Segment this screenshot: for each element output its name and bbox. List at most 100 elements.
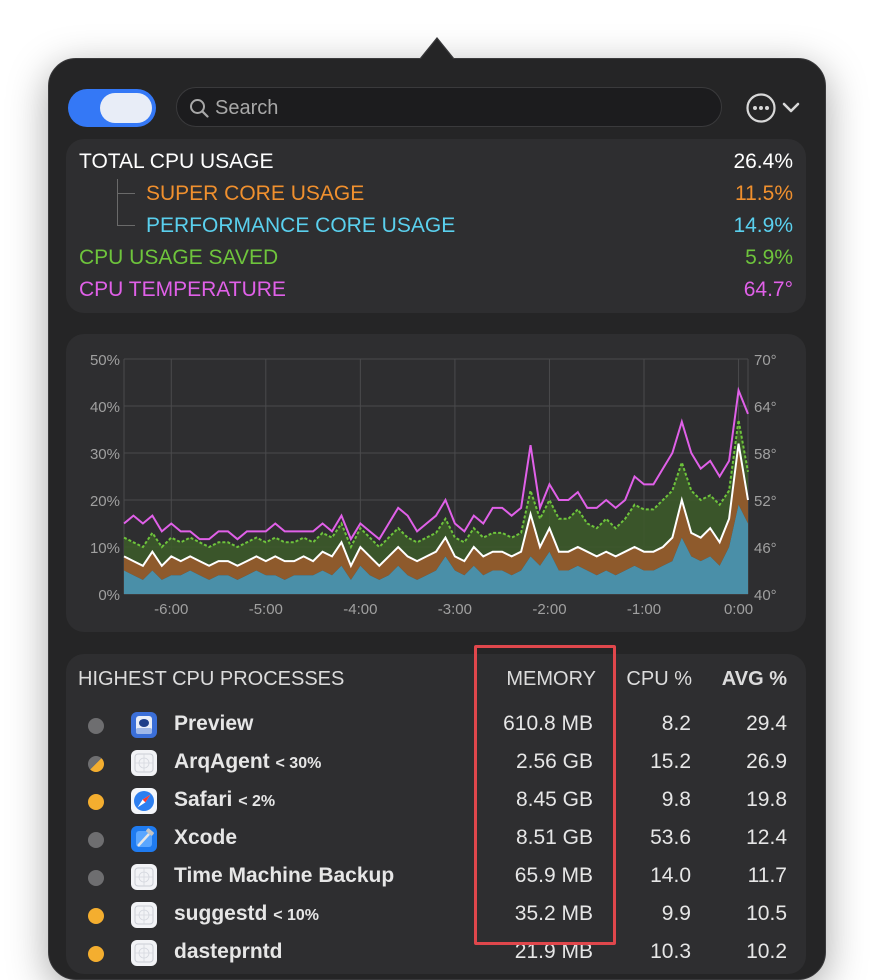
process-limit: < 2% bbox=[238, 793, 276, 810]
y-left-tick-label: 30% bbox=[90, 446, 120, 463]
process-memory: 35.2 MB bbox=[514, 902, 593, 925]
xcode-icon bbox=[130, 825, 158, 853]
generic-app-icon bbox=[130, 863, 158, 891]
process-row[interactable]: dasteprntd 21.9 MB 10.3 10.2 bbox=[66, 935, 806, 973]
status-dot bbox=[88, 756, 104, 772]
stat-cpu-temperature: CPU TEMPERATURE 64.7° bbox=[79, 275, 793, 305]
search-field[interactable] bbox=[176, 87, 722, 127]
stat-label: PERFORMANCE CORE USAGE bbox=[146, 214, 456, 237]
process-cpu: 14.0 bbox=[650, 864, 691, 887]
process-name-text: Xcode bbox=[174, 826, 238, 849]
stat-label: CPU USAGE SAVED bbox=[79, 246, 279, 269]
x-tick-label: -4:00 bbox=[343, 601, 377, 618]
process-name: dasteprntd bbox=[174, 940, 283, 964]
y-right-tick-label: 46° bbox=[754, 540, 777, 557]
x-tick-label: -2:00 bbox=[532, 601, 566, 618]
process-row[interactable]: Xcode 8.51 GB 53.6 12.4 bbox=[66, 821, 806, 859]
process-limit: < 30% bbox=[275, 755, 322, 772]
x-tick-label: -5:00 bbox=[249, 601, 283, 618]
process-name-text: Time Machine Backup bbox=[174, 864, 395, 887]
temperature-line bbox=[123, 386, 749, 542]
y-left-tick-label: 20% bbox=[90, 493, 120, 510]
y-right-tick-label: 52° bbox=[754, 493, 777, 510]
process-name: Xcode bbox=[174, 826, 237, 850]
stat-value: 11.5% bbox=[735, 182, 793, 205]
stat-value: 5.9% bbox=[745, 246, 793, 269]
generic-app-icon bbox=[130, 901, 158, 929]
total-cpu-line bbox=[123, 443, 749, 569]
process-row[interactable]: Preview 610.8 MB 8.2 29.4 bbox=[66, 707, 806, 745]
process-cpu: 8.2 bbox=[661, 712, 691, 735]
processes-header: HIGHEST CPU PROCESSES bbox=[78, 668, 345, 690]
process-row[interactable]: Time Machine Backup 65.9 MB 14.0 11.7 bbox=[66, 859, 806, 897]
stat-value: 64.7° bbox=[743, 278, 793, 301]
tree-branch bbox=[117, 225, 135, 226]
process-cpu: 15.2 bbox=[650, 750, 691, 773]
process-avg: 11.7 bbox=[747, 864, 787, 887]
toggle-knob bbox=[100, 93, 152, 123]
performance-core-area bbox=[124, 504, 748, 594]
process-avg: 26.9 bbox=[746, 750, 787, 773]
process-avg: 10.2 bbox=[746, 940, 787, 963]
y-left-tick-label: 0% bbox=[98, 587, 120, 604]
process-memory: 21.9 MB bbox=[514, 940, 593, 963]
process-cpu: 9.8 bbox=[661, 788, 691, 811]
process-row[interactable]: ArqAgent < 30% 2.56 GB 15.2 26.9 bbox=[66, 745, 806, 783]
process-avg: 29.4 bbox=[746, 712, 787, 735]
generic-app-icon bbox=[130, 749, 158, 777]
stat-performance-core: PERFORMANCE CORE USAGE 14.9% bbox=[79, 211, 793, 241]
cpu-column-header[interactable]: CPU % bbox=[626, 668, 692, 690]
stat-value: 26.4% bbox=[733, 150, 793, 173]
ellipsis-circle-icon bbox=[746, 93, 800, 123]
stat-super-core: SUPER CORE USAGE 11.5% bbox=[79, 179, 793, 209]
process-memory: 610.8 MB bbox=[503, 712, 593, 735]
process-memory: 8.51 GB bbox=[515, 826, 593, 849]
popover-arrow bbox=[421, 39, 453, 59]
process-row[interactable]: suggestd < 10% 35.2 MB 9.9 10.5 bbox=[66, 897, 806, 935]
x-tick-label: -1:00 bbox=[627, 601, 661, 618]
stat-value: 14.9% bbox=[733, 214, 793, 237]
more-options-button[interactable] bbox=[745, 92, 803, 124]
stat-total-cpu: TOTAL CPU USAGE 26.4% bbox=[79, 147, 793, 177]
y-right-tick-label: 40° bbox=[754, 587, 777, 604]
y-right-tick-label: 70° bbox=[754, 352, 777, 369]
tree-branch bbox=[117, 193, 135, 194]
status-dot bbox=[88, 870, 104, 886]
process-avg: 10.5 bbox=[746, 902, 787, 925]
enable-toggle[interactable] bbox=[68, 89, 156, 127]
x-tick-label: -6:00 bbox=[154, 601, 188, 618]
y-left-tick-label: 50% bbox=[90, 352, 120, 369]
process-name-text: Safari bbox=[174, 788, 233, 811]
cpu-history-chart: 50% 40% 30% 20% 10% 0% 70° 64° 58° 52° 46° 40° -6:00… bbox=[90, 352, 777, 618]
process-cpu: 10.3 bbox=[650, 940, 691, 963]
y-left-tick-label: 10% bbox=[90, 540, 120, 557]
safari-icon bbox=[130, 787, 158, 815]
process-row[interactable]: Safari < 2% 8.45 GB 9.8 19.8 bbox=[66, 783, 806, 821]
process-name: Safari < 2% bbox=[174, 788, 275, 812]
process-name-text: dasteprntd bbox=[174, 940, 283, 963]
process-limit: < 10% bbox=[273, 907, 319, 924]
process-memory: 65.9 MB bbox=[514, 864, 593, 887]
search-input[interactable] bbox=[213, 92, 707, 124]
process-memory: 8.45 GB bbox=[515, 788, 593, 811]
process-name: suggestd < 10% bbox=[174, 902, 319, 926]
memory-column-header[interactable]: MEMORY bbox=[506, 668, 596, 690]
cpu-stats-panel: TOTAL CPU USAGE 26.4% SUPER CORE USAGE 1… bbox=[66, 139, 806, 313]
process-cpu: 9.9 bbox=[661, 902, 691, 925]
status-dot bbox=[88, 832, 104, 848]
process-memory: 2.56 GB bbox=[515, 750, 593, 773]
cpu-saved-area bbox=[124, 420, 748, 566]
status-dot bbox=[88, 946, 104, 962]
process-name: Time Machine Backup bbox=[174, 864, 394, 888]
x-tick-label: -3:00 bbox=[438, 601, 472, 618]
process-name-text: ArqAgent bbox=[174, 750, 270, 773]
y-right-tick-label: 64° bbox=[754, 399, 777, 416]
preview-icon bbox=[130, 711, 158, 739]
process-avg: 12.4 bbox=[746, 826, 787, 849]
stat-label: CPU TEMPERATURE bbox=[79, 278, 286, 301]
process-name-text: Preview bbox=[174, 712, 254, 735]
process-name: Preview bbox=[174, 712, 253, 736]
y-left-tick-label: 40% bbox=[90, 399, 120, 416]
cpu-history-chart-panel: 50% 40% 30% 20% 10% 0% 70° 64° 58° 52° 46° 40° -6:00… bbox=[66, 334, 806, 632]
avg-column-header[interactable]: AVG % bbox=[721, 668, 787, 690]
